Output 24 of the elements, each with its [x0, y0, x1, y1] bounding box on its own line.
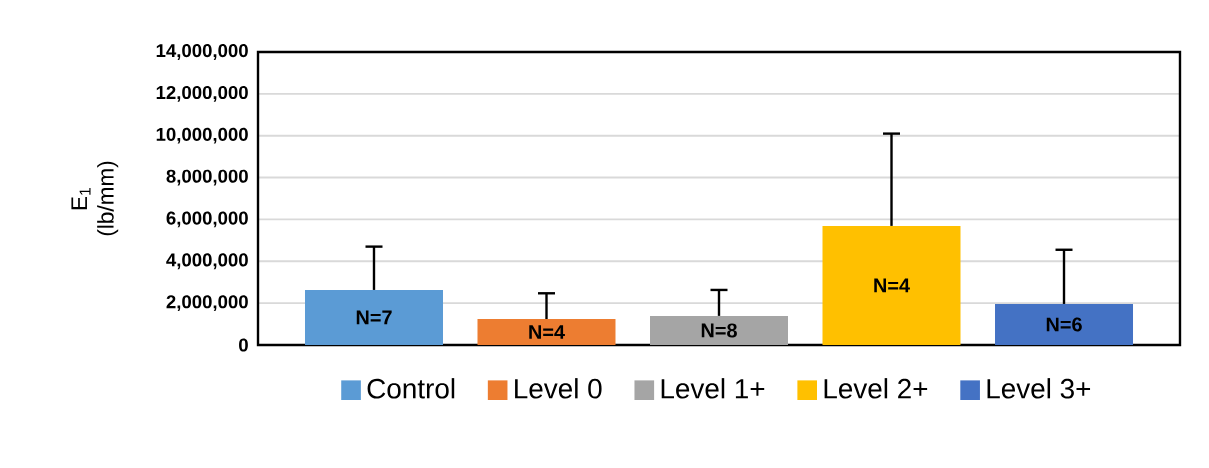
- annotation: N=8: [701, 323, 737, 338]
- legend-label: Level 2+: [824, 378, 928, 399]
- y-tick-label: 0: [239, 338, 248, 352]
- y-tick-label: 8,000,000: [166, 169, 248, 186]
- annotation: N=7: [356, 310, 392, 325]
- annotation: N=4: [529, 325, 565, 339]
- bar: [305, 289, 443, 345]
- annotation: N=6: [1046, 317, 1082, 332]
- y-tick-label: 6,000,000: [166, 211, 248, 228]
- y-axis-title: E$_{1}$ (lb/mm): [71, 161, 119, 236]
- y-tick-label: 2,000,000: [166, 295, 248, 312]
- legend-label: Control: [367, 378, 455, 399]
- legend-label: Level 1+: [661, 378, 765, 399]
- y-tick-label: 10,000,000: [156, 127, 248, 144]
- legend-label: Level 3+: [987, 378, 1091, 399]
- bar: [650, 315, 788, 345]
- legend-label: Level 0: [515, 378, 602, 399]
- y-tick-label: 14,000,000: [156, 44, 248, 60]
- annotation: N=4: [874, 278, 910, 293]
- y-tick-label: 4,000,000: [166, 253, 248, 270]
- y-tick-label: 12,000,000: [156, 85, 248, 102]
- bar: [822, 225, 961, 345]
- bar: [477, 319, 616, 345]
- bar: [995, 303, 1134, 345]
